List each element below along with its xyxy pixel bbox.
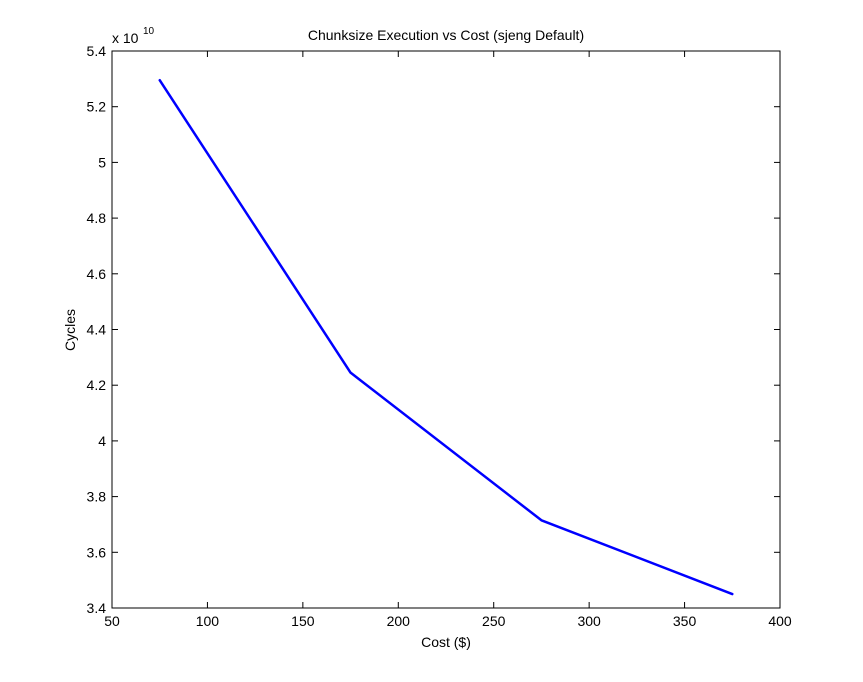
chart-title: Chunksize Execution vs Cost (sjeng Defau… (308, 27, 584, 43)
y-tick-label: 5.4 (87, 43, 107, 59)
y-tick-label: 5 (98, 154, 106, 170)
y-tick-label: 4.6 (87, 266, 107, 282)
y-axis-label: Cycles (62, 309, 78, 351)
y-multiplier-exponent: 10 (143, 26, 155, 37)
x-tick-label: 150 (291, 613, 315, 629)
x-axis-label: Cost ($) (421, 634, 471, 650)
x-tick-label: 200 (387, 613, 411, 629)
y-multiplier-base: x 10 (112, 30, 139, 46)
x-tick-label: 300 (577, 613, 601, 629)
plot-frame (111, 50, 781, 609)
y-tick-label: 3.6 (87, 544, 107, 560)
y-tick-label: 4 (98, 433, 106, 449)
y-tick-label: 4.8 (87, 210, 107, 226)
x-tick-label: 400 (768, 613, 792, 629)
series-line (158, 78, 734, 596)
y-tick-label: 4.2 (87, 377, 107, 393)
y-tick-label: 3.8 (87, 489, 107, 505)
y-tick-label: 4.4 (87, 322, 107, 338)
x-axis-ticks: 50 100 150 200 250 300 350 400 (104, 51, 792, 629)
y-tick-label: 3.4 (87, 600, 107, 616)
y-tick-label: 5.2 (87, 99, 107, 115)
x-tick-label: 250 (482, 613, 506, 629)
y-axis-ticks: 3.4 3.6 3.8 4 4.2 4.4 4.6 4.8 5 5.2 5.4 (87, 43, 780, 616)
x-tick-label: 350 (673, 613, 697, 629)
series-layer (158, 78, 734, 596)
x-tick-label: 50 (104, 613, 120, 629)
x-tick-label: 100 (196, 613, 220, 629)
